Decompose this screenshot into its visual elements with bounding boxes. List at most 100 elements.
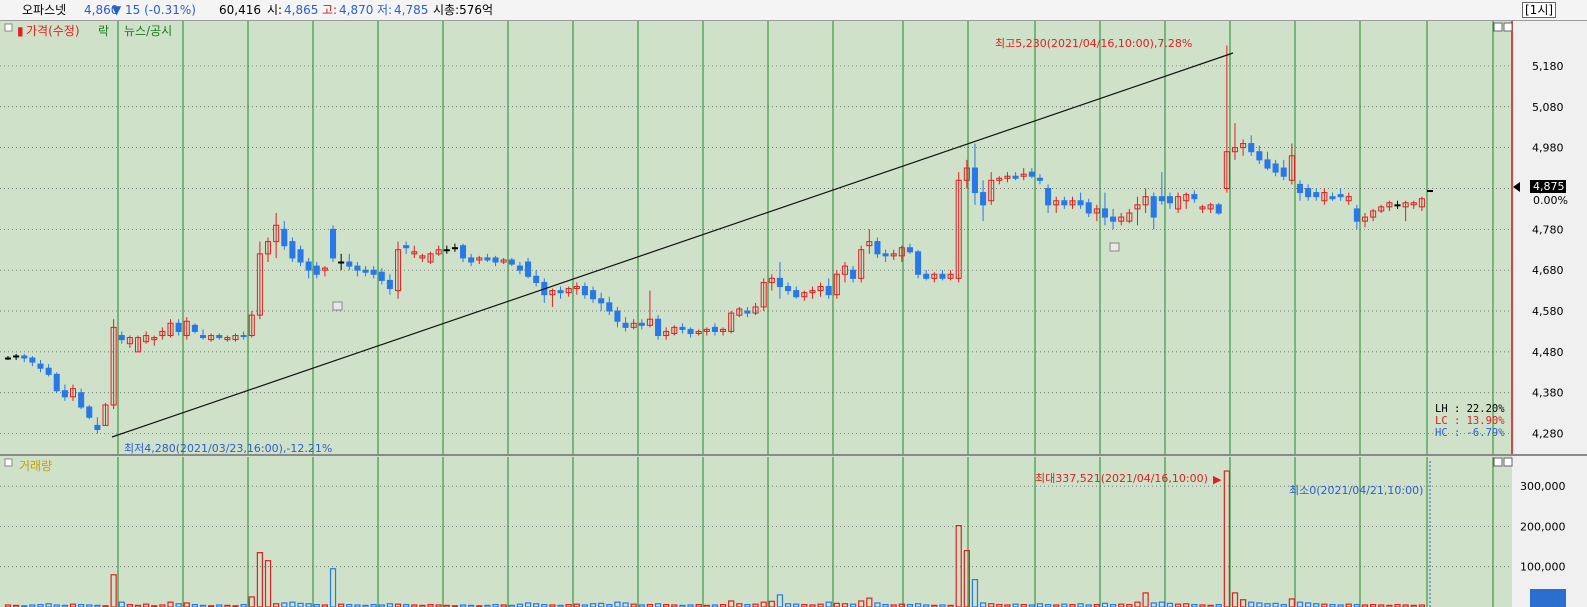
volume-bar bbox=[346, 603, 353, 607]
volume-bar bbox=[695, 603, 702, 607]
candle bbox=[720, 327, 727, 336]
candle bbox=[890, 249, 897, 260]
candle bbox=[833, 270, 840, 299]
candle bbox=[565, 286, 572, 297]
candle bbox=[573, 282, 580, 295]
candle bbox=[1410, 200, 1417, 209]
candle bbox=[1053, 196, 1060, 213]
candle bbox=[1142, 188, 1149, 213]
volume-bar bbox=[1085, 604, 1092, 607]
candle bbox=[525, 257, 532, 279]
volume-bar bbox=[882, 603, 889, 607]
volume-bar bbox=[321, 604, 329, 607]
candle bbox=[1158, 172, 1165, 205]
volume-bar bbox=[1264, 603, 1271, 607]
candle bbox=[61, 384, 68, 401]
candle bbox=[297, 245, 304, 267]
candle bbox=[492, 255, 499, 267]
candle bbox=[435, 245, 442, 256]
volume-bar bbox=[151, 605, 158, 607]
price-legend[interactable]: 가격(수정) bbox=[26, 24, 80, 38]
volume-panel-menu-icon[interactable] bbox=[4, 458, 13, 467]
candle bbox=[1199, 204, 1206, 213]
volume-bar bbox=[736, 603, 743, 607]
candle bbox=[143, 331, 150, 344]
volume-bar bbox=[1150, 602, 1157, 607]
rak-legend[interactable]: 락 bbox=[98, 24, 109, 38]
candle bbox=[1321, 188, 1328, 205]
period-selector[interactable]: [1시] bbox=[1522, 2, 1557, 18]
candle bbox=[630, 319, 637, 330]
volume-bar bbox=[1093, 603, 1100, 607]
candle bbox=[175, 319, 182, 336]
volume-bar bbox=[370, 603, 377, 607]
candle bbox=[1004, 172, 1011, 183]
volume-bar bbox=[671, 604, 678, 607]
candle bbox=[768, 274, 775, 291]
candle bbox=[614, 306, 621, 328]
volume-panel-restore-icon[interactable] bbox=[1493, 457, 1513, 467]
candle bbox=[1256, 145, 1263, 164]
volume-bar bbox=[37, 603, 44, 607]
volume-bar bbox=[906, 603, 914, 607]
scroll-indicator[interactable] bbox=[1530, 589, 1566, 607]
volume-axis[interactable] bbox=[1512, 456, 1587, 607]
candle bbox=[386, 274, 393, 295]
candle bbox=[923, 270, 930, 281]
volume-panel[interactable] bbox=[0, 456, 1512, 607]
candle bbox=[971, 143, 978, 205]
candle bbox=[898, 245, 905, 263]
candle bbox=[1061, 196, 1068, 209]
volume-bar bbox=[1199, 604, 1206, 607]
news-legend[interactable]: 뉴스/공시 bbox=[124, 24, 172, 38]
candle bbox=[256, 241, 263, 320]
candle bbox=[1337, 188, 1344, 201]
candle bbox=[1264, 151, 1271, 171]
panel-restore-icon[interactable] bbox=[1493, 22, 1513, 32]
candle bbox=[53, 372, 60, 393]
candle bbox=[1134, 196, 1141, 226]
volume-bar bbox=[1191, 603, 1198, 607]
volume-bar bbox=[923, 604, 930, 607]
price-panel[interactable] bbox=[0, 21, 1512, 454]
volume-bar bbox=[1036, 603, 1044, 607]
price-axis[interactable] bbox=[1512, 21, 1587, 454]
candle bbox=[1093, 204, 1100, 222]
candle bbox=[1207, 202, 1214, 213]
volume-legend[interactable]: 거래량 bbox=[19, 459, 52, 473]
candle bbox=[1077, 192, 1084, 209]
candle bbox=[1166, 192, 1173, 209]
candle bbox=[1353, 204, 1360, 230]
volume-bar bbox=[1069, 603, 1076, 607]
volume-bar bbox=[939, 604, 946, 607]
trend-line[interactable] bbox=[111, 52, 1234, 438]
candle bbox=[183, 317, 190, 340]
candle bbox=[850, 266, 857, 283]
candle bbox=[460, 243, 467, 263]
candle bbox=[1394, 200, 1401, 209]
candle bbox=[1069, 196, 1076, 209]
volume-bar bbox=[1053, 604, 1060, 607]
candle bbox=[663, 327, 670, 340]
candle bbox=[841, 262, 848, 283]
volume-bar bbox=[1361, 604, 1369, 607]
candle bbox=[703, 327, 710, 336]
stock-name[interactable]: 오파스넷 bbox=[22, 3, 67, 17]
news-marker-icon[interactable] bbox=[332, 301, 343, 311]
volume-bar bbox=[459, 604, 467, 607]
open-price: 4,865 bbox=[284, 3, 319, 17]
candle bbox=[208, 333, 215, 342]
high-label: 고: bbox=[322, 3, 338, 17]
panel-menu-icon[interactable] bbox=[4, 23, 13, 32]
chart-area[interactable]: 4,2804,3804,4804,5804,6804,7804,8804,980… bbox=[0, 21, 1587, 607]
candle bbox=[330, 225, 337, 263]
volume-bar bbox=[1223, 470, 1230, 607]
candle bbox=[199, 329, 207, 340]
volume-bar bbox=[1142, 592, 1149, 607]
candle bbox=[1288, 143, 1295, 185]
candle bbox=[728, 311, 735, 334]
volume-bar bbox=[866, 597, 873, 607]
volume-bar bbox=[1304, 602, 1312, 607]
news-marker-icon[interactable] bbox=[1109, 242, 1120, 252]
volume-bar bbox=[996, 603, 1003, 607]
